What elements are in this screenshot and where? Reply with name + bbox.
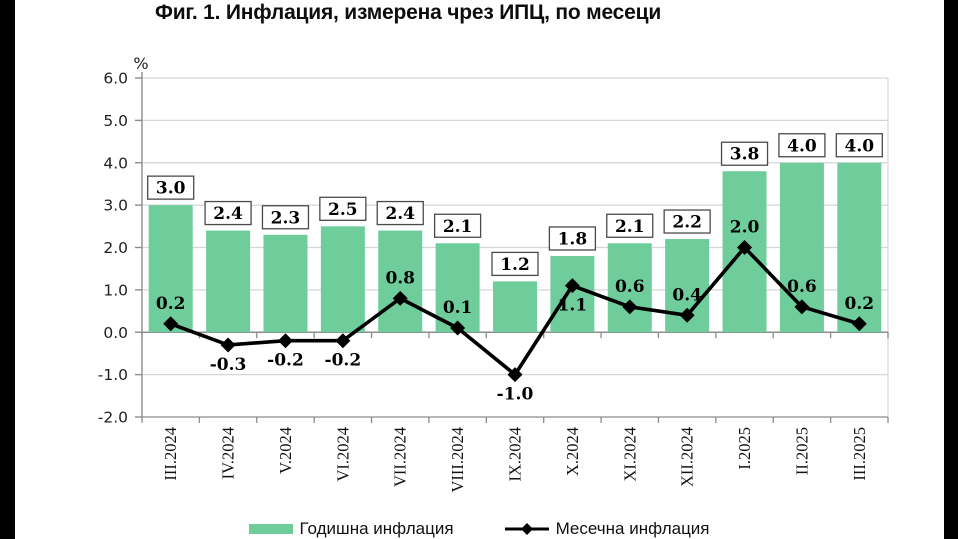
line-value-label: -0.2 [267, 351, 304, 371]
bar-IX.2024 [493, 281, 537, 333]
line-value-label: 0.8 [385, 268, 415, 288]
y-tick-label: 6.0 [103, 70, 128, 88]
bar-VI.2024 [320, 226, 365, 333]
diamond-marker-icon [520, 523, 533, 535]
bar-value-label: 4.0 [787, 136, 817, 156]
diamond-marker-VIII.2024 [450, 320, 466, 336]
bar-value-label: 2.1 [443, 217, 473, 237]
y-tick-label: 0.0 [103, 324, 128, 342]
diamond-marker-IV.2024 [220, 337, 236, 353]
line-series-monthly-inflation: 0.2 -0.3 -0.2 -0.2 0.8 0.1 -1.0 1.1 0.6 0.4 2.0 0.6… [156, 218, 874, 405]
legend-label-annual: Годишна инфлация [299, 519, 454, 538]
bar-value-label: 2.5 [328, 200, 358, 220]
line-value-label: 2.0 [730, 218, 760, 238]
bar-series-annual-inflation [148, 162, 882, 333]
chart-canvas: Фиг. 1. Инфлация, измерена чрез ИПЦ, по … [15, 0, 944, 539]
line-value-label: -0.2 [325, 351, 362, 371]
bar-XI.2024 [607, 243, 652, 333]
bar-series-swatch [249, 524, 294, 534]
diamond-marker-III.2025 [851, 316, 867, 332]
diamond-marker-V.2024 [277, 333, 293, 349]
diamond-marker-III.2024 [163, 316, 179, 332]
line-value-label: -1.0 [497, 385, 534, 405]
x-tick-label: I.2025 [735, 427, 754, 470]
diamond-marker-XII.2024 [679, 307, 695, 323]
legend-label-monthly: Месечна инфлация [555, 519, 710, 538]
bar-value-label: 1.2 [500, 255, 530, 275]
bar-VIII.2024 [435, 243, 480, 333]
y-tick-label: 2.0 [103, 239, 128, 257]
diamond-marker-IX.2024 [507, 367, 523, 383]
line-value-label: -0.3 [210, 355, 247, 375]
diamond-marker-X.2024 [564, 278, 580, 294]
x-tick-label: IX.2024 [506, 427, 525, 482]
line-value-label: 0.1 [443, 298, 473, 318]
inflation-chart: 6.0 5.0 4.0 3.0 2.0 1.0 0.0 -1.0 -2.0% 3.0 2.4 2.3 2… [98, 54, 889, 493]
x-tick-label: III.2025 [850, 427, 869, 481]
x-tick-label: XII.2024 [678, 427, 697, 487]
y-tick-label: 1.0 [103, 281, 128, 299]
line-value-label: 1.1 [558, 296, 588, 316]
y-tick-label: 4.0 [103, 154, 128, 172]
x-tick-label: V.2024 [276, 427, 295, 474]
legend-item-annual-inflation: Годишна инфлация [249, 519, 454, 539]
y-tick-label: 5.0 [103, 112, 128, 130]
diamond-marker-VII.2024 [392, 290, 408, 306]
line-value-label: 0.2 [845, 294, 875, 314]
bar-value-label: 2.2 [672, 213, 702, 233]
line-value-label: 0.4 [672, 285, 702, 305]
bar-value-label: 3.8 [730, 145, 760, 165]
diamond-marker-II.2025 [794, 299, 810, 315]
bar-value-label: 2.4 [213, 204, 243, 224]
bar-X.2024 [550, 255, 595, 333]
y-tick-label: -1.0 [98, 366, 128, 384]
y-tick-label: 3.0 [103, 197, 128, 215]
bar-value-label: 4.0 [845, 136, 875, 156]
x-tick-label: VII.2024 [391, 427, 410, 487]
bar-value-labels: 3.0 2.4 2.3 2.5 2.4 2.1 1.2 1.8 2.1 2.2 3.8 4.0 4.0 [147, 133, 883, 277]
gridlines [142, 77, 889, 417]
line-value-label: 0.2 [156, 294, 186, 314]
legend: Годишна инфлация Месечна инфлация [15, 519, 944, 539]
line-series-swatch [504, 523, 549, 535]
bar-IV.2024 [206, 230, 251, 333]
x-tick-label: X.2024 [563, 427, 582, 476]
bar-value-label: 2.1 [615, 217, 645, 237]
y-axis-labels: 6.0 5.0 4.0 3.0 2.0 1.0 0.0 -1.0 -2.0% [98, 54, 149, 427]
x-tick-label: XI.2024 [620, 427, 639, 482]
bar-value-label: 3.0 [156, 179, 186, 199]
diamond-marker-VI.2024 [335, 333, 351, 349]
bar-value-label: 1.8 [558, 229, 588, 249]
bar-VII.2024 [378, 230, 423, 333]
diamond-marker-XI.2024 [622, 299, 638, 315]
legend-item-monthly-inflation: Месечна инфлация [504, 519, 710, 539]
bar-value-label: 2.4 [385, 204, 415, 224]
chart-title: Фиг. 1. Инфлация, измерена чрез ИПЦ, по … [155, 1, 662, 24]
bar-value-label: 2.3 [271, 208, 301, 228]
diamond-marker-I.2025 [737, 240, 753, 255]
x-tick-label: III.2024 [161, 427, 180, 481]
x-tick-label: IV.2024 [219, 427, 238, 479]
line-value-label: 0.6 [787, 277, 817, 297]
x-tick-label: VI.2024 [333, 427, 352, 482]
x-axis-labels: III.2024 IV.2024 V.2024 VI.2024 VII.2024 VIII… [161, 427, 869, 493]
unit-label: % [133, 54, 148, 73]
bar-III.2024 [148, 205, 193, 333]
x-tick-label: II.2025 [792, 427, 811, 475]
bar-III.2025 [837, 162, 882, 333]
bar-V.2024 [263, 234, 308, 333]
line-value-label: 0.6 [615, 277, 645, 297]
x-tick-label: VIII.2024 [448, 427, 467, 493]
y-tick-label: -2.0 [98, 409, 128, 427]
